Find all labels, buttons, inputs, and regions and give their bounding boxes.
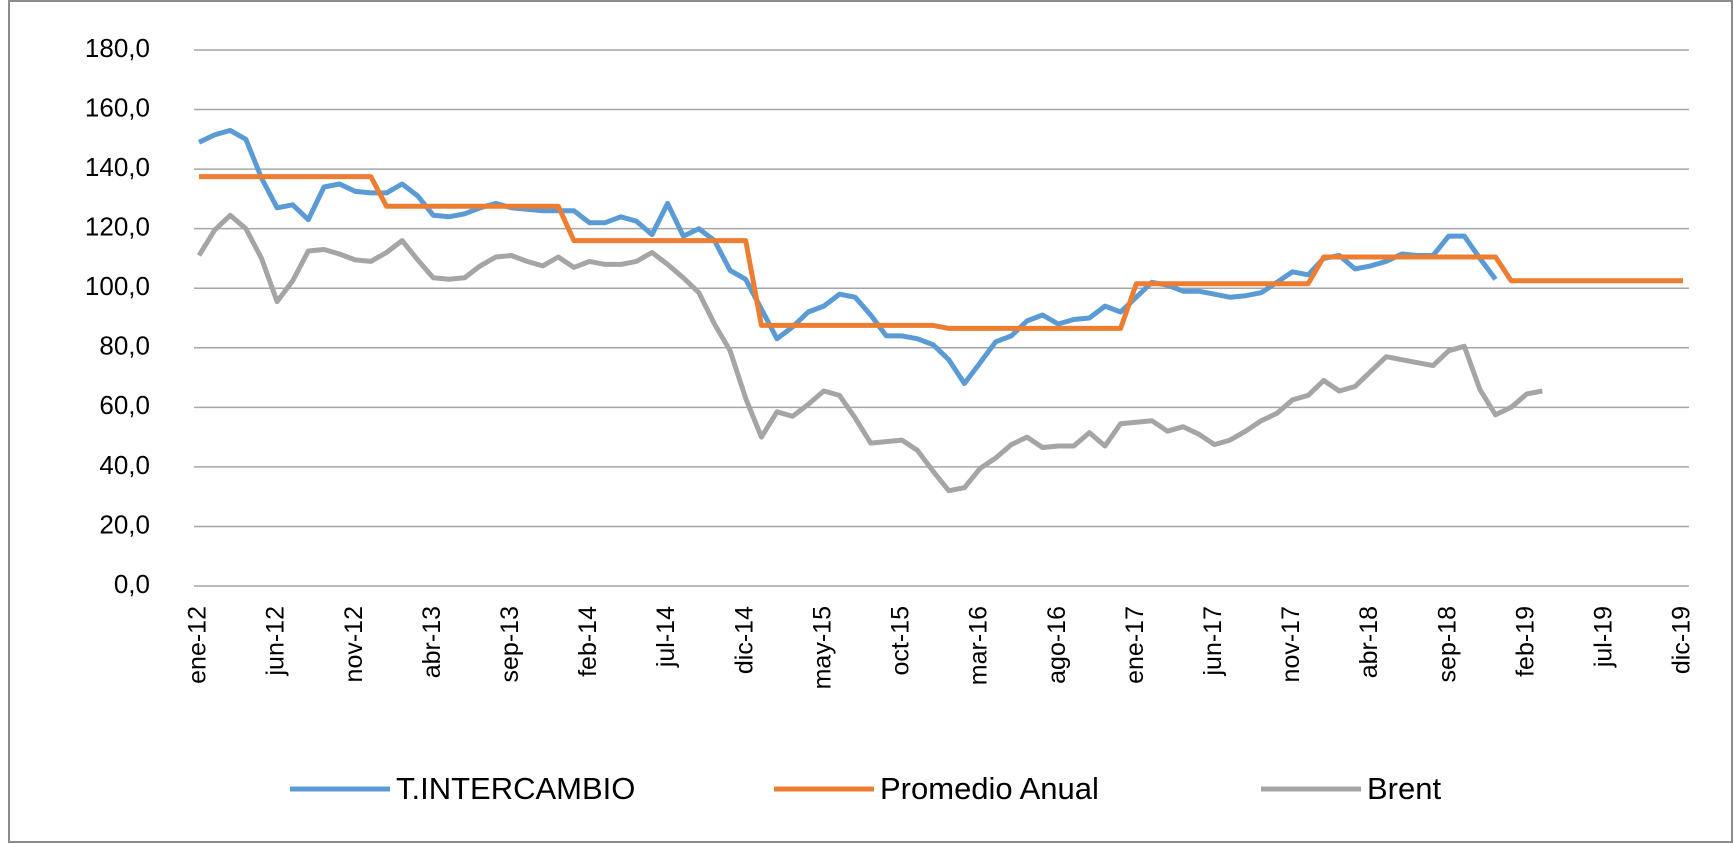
y-tick-label: 40,0: [99, 450, 150, 480]
y-tick-label: 140,0: [85, 152, 150, 182]
series-line: [199, 174, 1683, 331]
legend-label: Brent: [1367, 771, 1441, 806]
x-tick-label: ago-16: [1043, 606, 1071, 684]
y-tick-label: 0,0: [114, 569, 150, 599]
x-tick-label: oct-15: [887, 606, 915, 675]
y-tick-label: 20,0: [99, 509, 150, 539]
x-tick-label: nov-12: [340, 606, 368, 682]
x-tick-label: nov-17: [1277, 606, 1305, 682]
y-tick-label: 100,0: [85, 271, 150, 301]
y-tick-label: 160,0: [85, 92, 150, 122]
chart-frame: [8, 0, 1733, 843]
y-tick-label: 60,0: [99, 390, 150, 420]
legend-label: Promedio Anual: [880, 771, 1099, 806]
x-tick-label: may-15: [808, 606, 836, 689]
y-tick-label: 180,0: [85, 33, 150, 63]
series-line: [197, 127, 1498, 386]
x-tick-label: dic-19: [1668, 606, 1696, 674]
x-tick-label: jul-19: [1590, 606, 1618, 668]
x-tick-label: sep-18: [1433, 606, 1461, 682]
x-tick-label: sep-13: [496, 606, 524, 682]
x-tick-label: feb-14: [574, 606, 602, 677]
x-tick-label: dic-14: [730, 606, 758, 674]
x-tick-label: ene-17: [1121, 606, 1149, 684]
x-tick-label: feb-19: [1511, 606, 1539, 677]
x-tick-label: ene-12: [184, 606, 212, 684]
series-line: [196, 212, 1543, 494]
x-tick-label: abr-13: [418, 606, 446, 678]
x-tick-label: mar-16: [965, 606, 993, 685]
x-tick-label: abr-18: [1355, 606, 1383, 678]
x-tick-label: jul-14: [652, 606, 680, 668]
x-tick-label: jun-17: [1199, 606, 1227, 677]
y-tick-label: 80,0: [99, 331, 150, 361]
x-tick-label: jun-12: [262, 606, 290, 677]
legend-label: T.INTERCAMBIO: [396, 771, 635, 806]
y-tick-label: 120,0: [85, 212, 150, 242]
